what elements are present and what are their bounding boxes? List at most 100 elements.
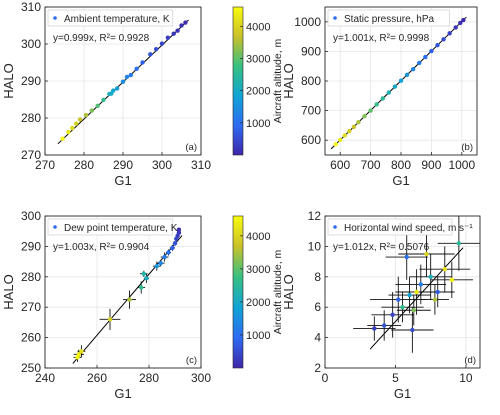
y-tick-label: 270 xyxy=(21,148,41,162)
data-point xyxy=(418,282,424,287)
legend-marker xyxy=(53,225,57,229)
colorbar-tick-label: 3000 xyxy=(246,53,270,65)
data-point xyxy=(111,88,116,93)
legend-label: Static pressure, hPa xyxy=(344,14,434,25)
data-point xyxy=(74,121,79,126)
x-axis-label: G1 xyxy=(392,173,409,188)
data-point xyxy=(372,326,377,331)
data-point xyxy=(66,129,71,135)
data-point xyxy=(368,108,373,113)
data-point xyxy=(374,102,379,107)
data-point xyxy=(432,297,438,302)
data-point xyxy=(356,119,361,125)
fit-equation: y=1.003x, R²= 0.9904 xyxy=(53,242,150,253)
data-point xyxy=(176,227,182,232)
data-point xyxy=(124,74,130,80)
data-point xyxy=(140,60,145,65)
data-point xyxy=(127,297,132,302)
colorbar-gradient xyxy=(232,215,244,369)
data-point xyxy=(128,72,133,78)
data-point xyxy=(114,86,120,91)
y-tick-label: 700 xyxy=(301,104,321,118)
legend-marker xyxy=(333,16,337,20)
data-point xyxy=(79,349,84,354)
axes-box xyxy=(44,215,202,369)
y-tick-label: 260 xyxy=(21,331,41,345)
data-point xyxy=(139,285,144,290)
colorbar-tick-label: 4000 xyxy=(246,231,270,243)
legend-marker xyxy=(333,225,337,229)
x-tick-label: 270 xyxy=(35,158,55,172)
data-point xyxy=(107,317,113,322)
data-point xyxy=(141,271,146,276)
panel-a: 270 280 290 300 310 270 280 290 300 310 G1 HALO Ambi… xyxy=(1,0,284,188)
x-tick-label: 290 xyxy=(113,158,133,172)
data-point xyxy=(428,274,433,279)
panel-label: (d) xyxy=(464,355,476,366)
data-point xyxy=(101,97,106,103)
y-tick-label: 290 xyxy=(21,239,41,253)
data-point xyxy=(392,84,398,89)
legend: Ambient temperature, K xyxy=(47,9,174,27)
data-point xyxy=(400,305,405,310)
data-point xyxy=(166,250,171,255)
x-tick-label: 300 xyxy=(152,158,172,172)
legend: Horizontal wind speed, m s⁻¹ xyxy=(327,218,473,236)
panel-d: 0 5 10 2 4 6 8 10 12 G1 HALO Horizontal wind speed,… xyxy=(281,209,481,401)
axes-box xyxy=(324,215,481,369)
data-point xyxy=(411,308,416,313)
x-tick-label: 310 xyxy=(191,158,211,172)
data-point xyxy=(347,128,352,134)
legend-box xyxy=(47,218,174,236)
x-tick-label: 260 xyxy=(87,371,107,385)
data-point xyxy=(458,20,463,26)
data-point xyxy=(175,28,180,33)
legend-box xyxy=(47,9,174,27)
panel-b: 600 700 800 900 1000 600 700 800 900 1000 G1 HALO St… xyxy=(281,6,478,188)
data-point xyxy=(390,312,395,317)
data-point xyxy=(423,54,428,60)
data-point xyxy=(424,251,429,257)
data-point xyxy=(351,124,357,130)
data-point xyxy=(461,17,466,23)
x-tick-label: 10 xyxy=(459,371,473,385)
data-point xyxy=(441,37,446,42)
data-point xyxy=(144,276,149,281)
data-point xyxy=(414,289,419,295)
data-point xyxy=(95,103,100,108)
colorbar-tick-label: 3000 xyxy=(246,264,270,276)
x-tick-label: 900 xyxy=(421,158,441,172)
data-point xyxy=(404,72,410,77)
fit-equation: y=0.999x, R²= 0.9928 xyxy=(53,33,150,44)
data-point xyxy=(333,142,338,147)
panel-label: (a) xyxy=(185,142,197,153)
data-point xyxy=(435,289,440,295)
data-point xyxy=(449,277,455,283)
data-point xyxy=(429,48,434,54)
data-point xyxy=(456,241,462,246)
data-point xyxy=(453,25,458,30)
y-axis-label: HALO xyxy=(281,274,296,309)
x-tick-label: 240 xyxy=(35,371,55,385)
data-point xyxy=(162,254,167,260)
colorbar-label: Aircraft altitude, m xyxy=(272,249,284,334)
y-tick-label: 8 xyxy=(314,270,321,284)
data-point xyxy=(179,23,184,28)
x-tick-label: 5 xyxy=(392,371,399,385)
data-point xyxy=(77,117,83,122)
data-point xyxy=(447,31,452,36)
data-point xyxy=(404,254,409,260)
data-point xyxy=(154,263,159,269)
data-point xyxy=(176,230,182,235)
data-point xyxy=(435,42,440,48)
data-point xyxy=(407,292,412,298)
panel-c: 240 260 280 300 250 260 270 280 290 300 G1 HALO Dew … xyxy=(1,209,284,401)
x-tick-label: 800 xyxy=(391,158,411,172)
y-axis-label: HALO xyxy=(1,274,16,309)
data-point xyxy=(165,35,171,40)
y-axis-label: HALO xyxy=(1,63,16,98)
y-tick-label: 300 xyxy=(21,209,41,223)
data-point xyxy=(120,79,126,84)
y-tick-label: 1000 xyxy=(294,15,321,29)
